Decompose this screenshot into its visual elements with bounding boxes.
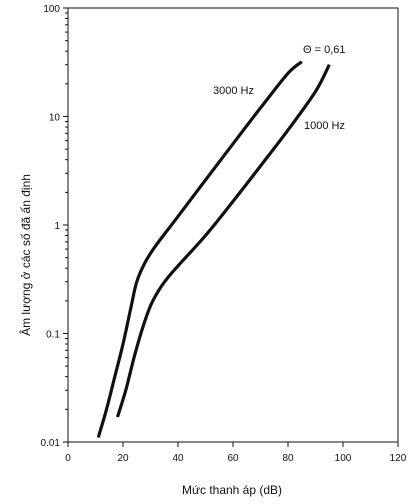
y-tick-label: 0.01 bbox=[41, 438, 61, 449]
annotation-1000hz: 1000 Hz bbox=[304, 120, 345, 132]
y-axis-title: Âm lượng ở các số đã ấn định bbox=[18, 174, 33, 336]
series-line-1000hz bbox=[115, 63, 331, 418]
y-tick-label: 10 bbox=[49, 113, 61, 124]
x-tick-label: 120 bbox=[390, 453, 407, 464]
y-axis: 0.01 0.1 1 10 100 bbox=[41, 4, 68, 449]
x-axis: 0 20 40 60 80 100 120 bbox=[65, 442, 407, 464]
annotation-theta: Θ = 0,61 bbox=[303, 44, 346, 56]
y-tick-label: 0.1 bbox=[46, 330, 60, 341]
x-tick-label: 60 bbox=[227, 453, 239, 464]
series-line-3000hz bbox=[96, 60, 303, 438]
x-tick-label: 0 bbox=[65, 453, 71, 464]
y-tick-label: 100 bbox=[43, 4, 60, 15]
x-tick-label: 80 bbox=[282, 453, 294, 464]
series-group bbox=[96, 60, 331, 438]
x-tick-label: 20 bbox=[117, 453, 129, 464]
annotation-3000hz: 3000 Hz bbox=[213, 85, 254, 97]
x-tick-label: 40 bbox=[172, 453, 184, 464]
plot-frame bbox=[67, 7, 399, 443]
plot-area bbox=[67, 7, 399, 443]
x-tick-label: 100 bbox=[335, 453, 352, 464]
x-axis-title: Mức thanh áp (dB) bbox=[182, 483, 282, 497]
y-tick-label: 1 bbox=[54, 221, 60, 232]
